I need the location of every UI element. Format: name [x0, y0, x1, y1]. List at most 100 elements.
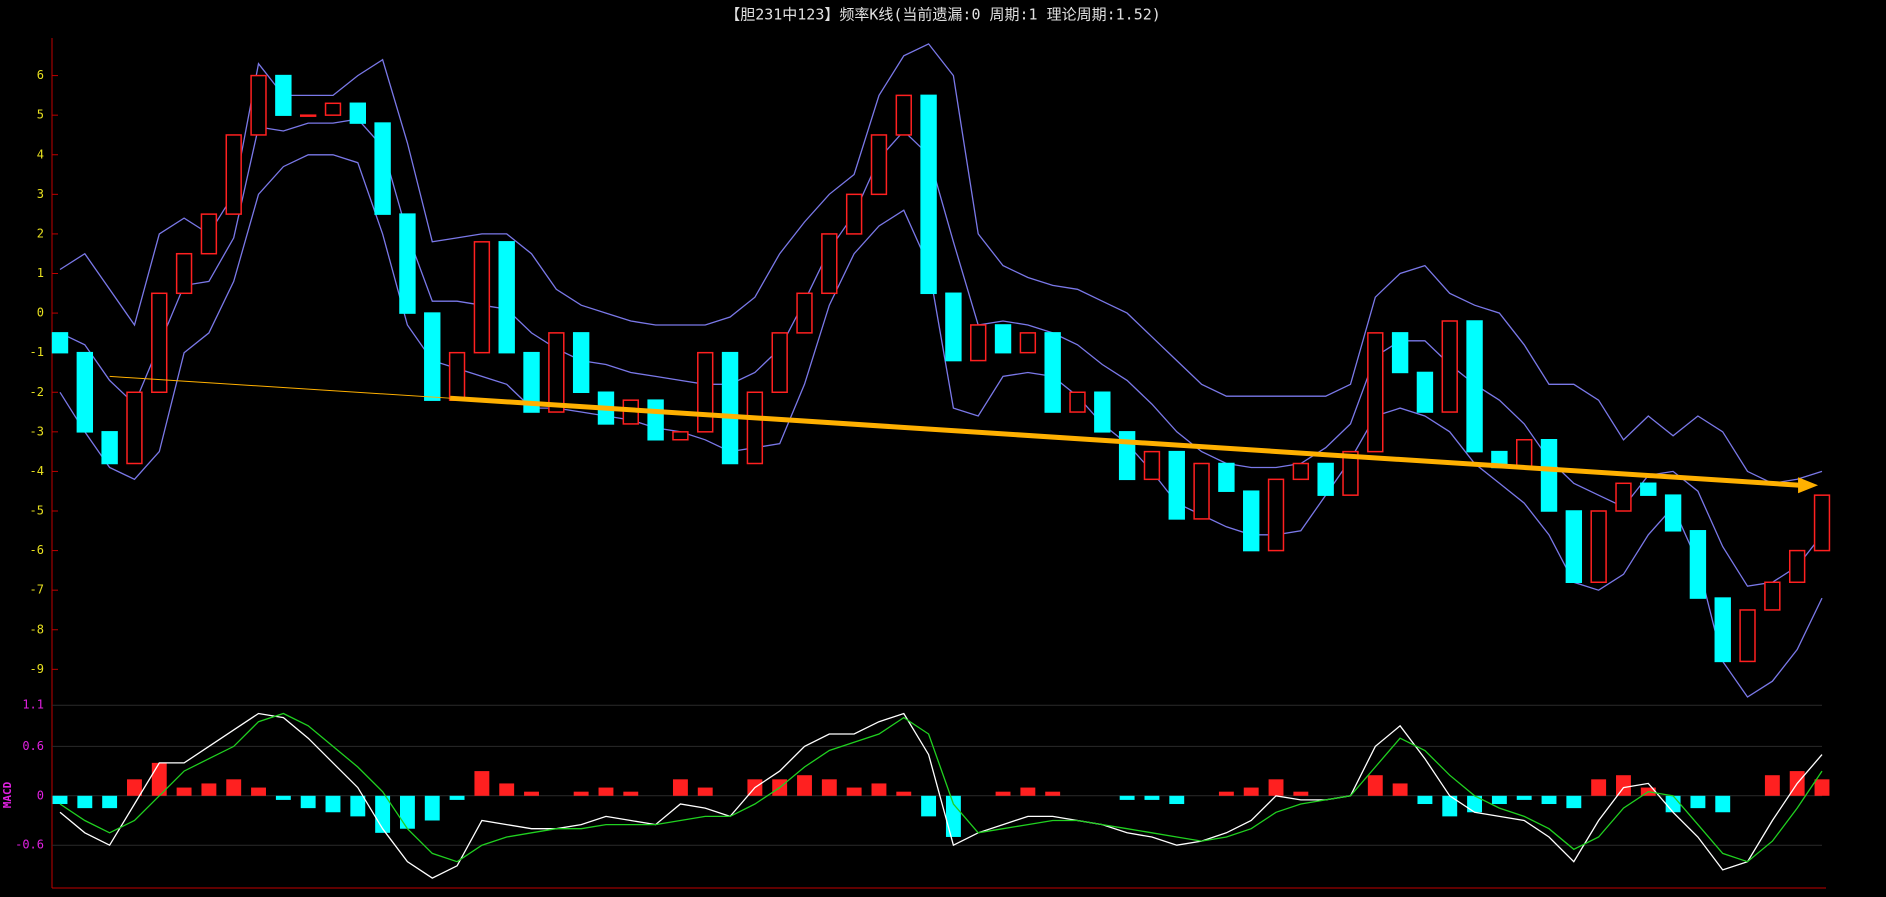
- candle: [970, 324, 987, 362]
- candle: [721, 351, 739, 465]
- candle: [1243, 490, 1260, 552]
- arrow-head: [1798, 477, 1819, 494]
- histogram-bar: [151, 762, 167, 796]
- y-tick-label: -2: [30, 385, 44, 399]
- candle: [76, 351, 94, 433]
- y-tick-label: 2: [37, 226, 44, 240]
- y-tick-label: 6: [37, 68, 44, 82]
- histogram-bar: [846, 787, 862, 796]
- y-tick-label: -6: [30, 543, 44, 557]
- candle: [1292, 462, 1310, 481]
- histogram-bar: [672, 779, 688, 796]
- histogram-bar: [52, 795, 68, 805]
- histogram-bar: [251, 787, 266, 796]
- candle: [1565, 510, 1583, 583]
- histogram-bar: [325, 795, 341, 813]
- chart-title: 【胆231中123】频率K线(当前遗漏:0 周期:1 理论周期:1.52): [725, 6, 1161, 24]
- histogram-bar: [1764, 775, 1780, 796]
- candle: [870, 134, 888, 196]
- candle: [1044, 332, 1061, 413]
- candle: [225, 134, 242, 215]
- histogram-bar: [1516, 795, 1532, 800]
- histogram-bar: [573, 791, 589, 796]
- histogram-bar: [226, 779, 242, 796]
- candle: [1193, 462, 1210, 520]
- histogram-bar: [995, 791, 1011, 796]
- candle: [1118, 431, 1136, 481]
- trendline: [449, 395, 1801, 488]
- y-tick-label: 3: [37, 187, 44, 201]
- candle: [1664, 494, 1682, 532]
- histogram-bar: [896, 791, 912, 796]
- candle: [374, 122, 391, 215]
- histogram-bar: [598, 787, 614, 796]
- candle: [1590, 510, 1607, 583]
- histogram-bar: [1243, 787, 1259, 796]
- panel-label: MACD: [1, 781, 14, 808]
- candle: [1019, 332, 1037, 354]
- y-tick-label: -1: [30, 345, 44, 359]
- candle: [994, 324, 1012, 354]
- histogram-bar: [524, 791, 539, 796]
- candle: [51, 332, 69, 354]
- candle: [920, 94, 937, 295]
- candle: [200, 213, 218, 255]
- histogram-bar: [499, 783, 515, 796]
- trendline-thin: [109, 375, 451, 399]
- candle: [895, 94, 912, 136]
- candle: [126, 391, 143, 465]
- y-tick-label: -9: [30, 662, 44, 676]
- histogram-bar: [921, 795, 937, 817]
- y-tick-label: -5: [30, 504, 44, 518]
- histogram-bar: [1045, 791, 1061, 796]
- candle: [1640, 482, 1657, 496]
- histogram-bar: [945, 795, 961, 837]
- candle: [299, 114, 317, 117]
- histogram-bar: [1020, 787, 1036, 796]
- candle: [175, 252, 193, 295]
- histogram-bar: [474, 771, 490, 796]
- candle: [1788, 549, 1806, 583]
- histogram-bar: [127, 779, 142, 796]
- histogram-bar: [1144, 795, 1160, 800]
- candle: [1615, 482, 1632, 512]
- y-tick-label: -8: [30, 622, 44, 636]
- histogram-bar: [399, 795, 415, 829]
- histogram-bar: [1591, 779, 1607, 796]
- candle: [845, 193, 863, 235]
- histogram-bar: [1169, 795, 1185, 805]
- candle: [101, 431, 118, 465]
- y-tick-label: 0.6: [22, 739, 44, 753]
- candle: [1094, 391, 1111, 433]
- candle: [1391, 332, 1409, 374]
- histogram-bar: [275, 795, 291, 800]
- candle: [424, 312, 441, 401]
- candle: [1143, 450, 1161, 481]
- candle: [1218, 462, 1235, 492]
- candle: [647, 399, 664, 441]
- candle: [498, 241, 515, 354]
- line-series: [59, 43, 1823, 484]
- candle: [1739, 609, 1756, 663]
- histogram-bar: [797, 775, 812, 796]
- histogram-bar: [1715, 795, 1731, 813]
- candle: [1317, 462, 1334, 496]
- candle: [1069, 391, 1086, 413]
- candle: [1416, 371, 1434, 413]
- histogram-bar: [1392, 783, 1408, 796]
- candle: [473, 241, 491, 354]
- y-tick-label: 4: [37, 147, 44, 161]
- candle: [572, 332, 590, 393]
- histogram-bar: [1467, 795, 1483, 813]
- candle: [1342, 450, 1359, 496]
- candle: [1689, 530, 1707, 599]
- candle: [697, 351, 714, 433]
- candle: [1367, 332, 1384, 453]
- y-tick-label: -3: [30, 424, 44, 438]
- y-tick-label: -7: [30, 583, 44, 597]
- candle: [448, 351, 466, 401]
- candle: [1764, 581, 1781, 611]
- histogram-bar: [871, 783, 887, 796]
